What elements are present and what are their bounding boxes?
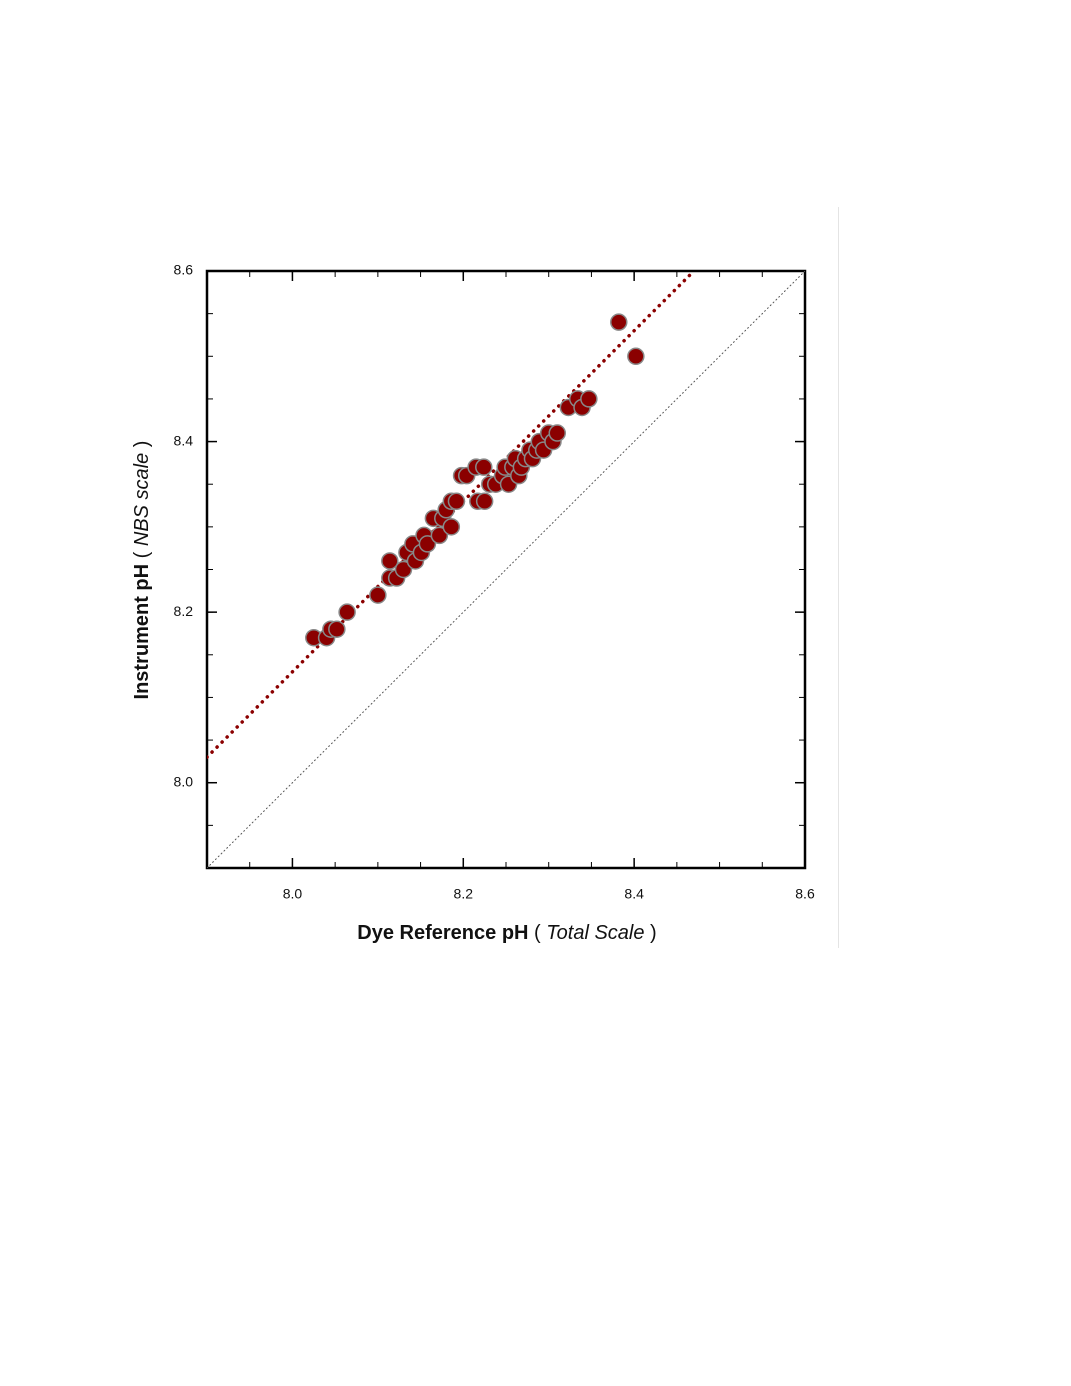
scatter-point <box>418 535 437 553</box>
scatter-point <box>394 560 413 579</box>
scatter-point <box>627 347 645 366</box>
x-title-main: Dye Reference pH <box>357 922 528 944</box>
plot-frame <box>205 269 807 870</box>
scatter-point <box>381 552 399 570</box>
scatter-point <box>610 313 628 331</box>
y-title-close: ) <box>131 441 153 453</box>
scatter-point <box>328 620 346 638</box>
x-tick-label: 8.6 <box>795 886 815 902</box>
y-tick-label: 8.0 <box>174 773 194 789</box>
x-tick-label: 8.4 <box>624 886 644 902</box>
x-tick-label: 8.0 <box>283 886 303 902</box>
y-tick-label: 8.4 <box>174 432 194 448</box>
scatter-point <box>548 424 567 442</box>
scatter-point <box>447 492 466 511</box>
scatter-point <box>475 492 494 511</box>
scatter-point <box>430 526 449 545</box>
x-title-italic: Total Scale <box>546 922 644 944</box>
y-title-main: Instrument pH <box>131 564 153 700</box>
x-title-close: ) <box>644 922 656 944</box>
x-axis-title: Dye Reference pH ( Total Scale ) <box>357 922 656 944</box>
x-title-open: ( <box>534 922 546 944</box>
scatter-point <box>338 603 356 621</box>
y-axis-title: Instrument pH ( NBS scale ) <box>131 441 153 700</box>
fit-line <box>207 271 696 759</box>
scatter-point <box>580 390 598 408</box>
y-tick-label: 8.6 <box>174 262 194 278</box>
x-tick-label: 8.2 <box>454 886 474 902</box>
scatter-point <box>369 586 387 604</box>
scatter-point <box>475 458 493 476</box>
y-tick-label: 8.2 <box>174 603 194 619</box>
y-title-italic: NBS scale <box>131 453 153 546</box>
scatter-point <box>442 518 461 536</box>
identity-line <box>207 271 805 868</box>
y-title-open: ( <box>131 546 153 558</box>
